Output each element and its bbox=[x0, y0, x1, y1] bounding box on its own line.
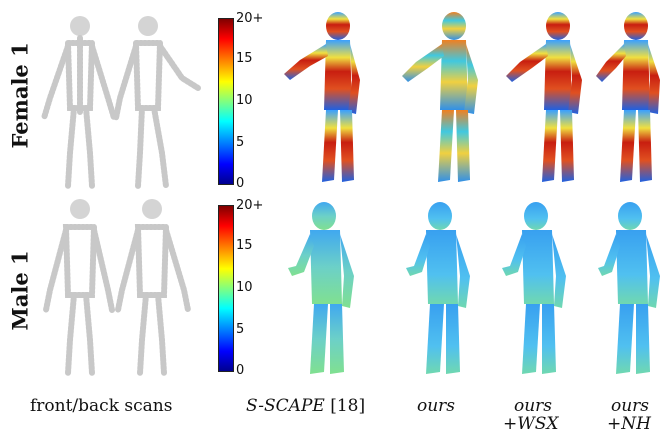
tick-female-10: 10 bbox=[236, 93, 253, 108]
female-sscape-body bbox=[284, 12, 360, 182]
male-front-scan bbox=[43, 199, 115, 376]
row-label-male: Male 1 bbox=[7, 250, 33, 331]
male-wsx-body bbox=[502, 202, 566, 374]
tick-female-15: 15 bbox=[236, 51, 253, 66]
tick-male-15: 15 bbox=[236, 238, 253, 253]
tick-female-0: 0 bbox=[236, 176, 245, 191]
caption-sscape-ref: [18] bbox=[330, 396, 366, 416]
caption-ours-wsx-line1: ours bbox=[514, 396, 553, 416]
female-wsx-body bbox=[506, 12, 582, 182]
male-back-scan bbox=[115, 199, 191, 376]
male-nh-body bbox=[598, 202, 660, 374]
caption-ours-nh-line1: ours bbox=[611, 396, 650, 416]
colorbar-male bbox=[218, 205, 234, 372]
tick-female-20: 20+ bbox=[236, 11, 264, 26]
female-ours-body bbox=[402, 12, 478, 182]
female-nh-body bbox=[596, 12, 660, 182]
tick-male-10: 10 bbox=[236, 280, 253, 295]
female-back-scan bbox=[113, 16, 201, 189]
colorbar-female bbox=[218, 18, 234, 185]
caption-sscape-name: S-SCAPE bbox=[246, 396, 325, 416]
male-sscape-body bbox=[288, 202, 354, 374]
caption-sscape: S-SCAPE [18] bbox=[246, 396, 365, 416]
tick-female-5: 5 bbox=[236, 135, 245, 150]
male-ours-body bbox=[406, 202, 470, 374]
tick-male-20: 20+ bbox=[236, 198, 264, 213]
row-label-female: Female 1 bbox=[7, 42, 33, 149]
tick-male-5: 5 bbox=[236, 322, 245, 337]
tick-male-0: 0 bbox=[236, 363, 245, 378]
caption-ours-wsx-line2: +WSX bbox=[503, 414, 559, 434]
female-front-scan bbox=[41, 16, 117, 189]
caption-scans: front/back scans bbox=[30, 396, 173, 416]
caption-ours: ours bbox=[417, 396, 456, 416]
caption-ours-nh-line2: +NH bbox=[607, 414, 651, 434]
